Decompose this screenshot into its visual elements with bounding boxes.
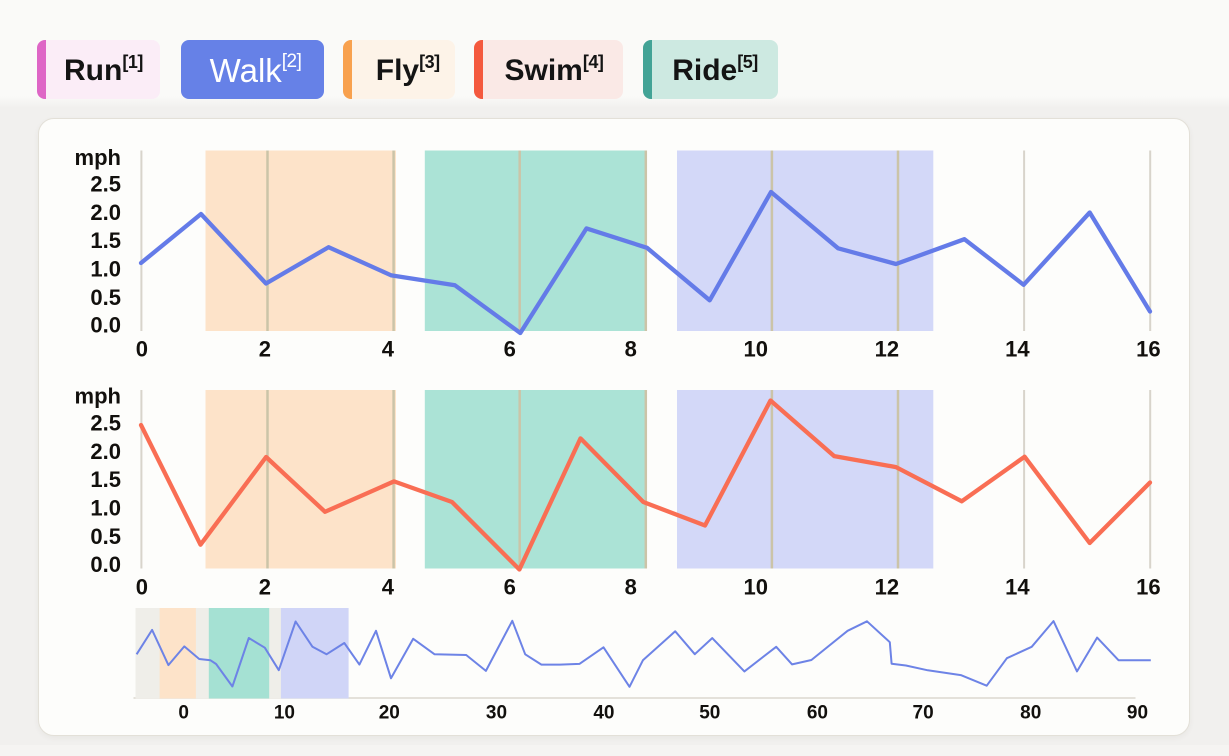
svg-text:2.0: 2.0: [90, 200, 121, 225]
svg-text:8: 8: [625, 575, 637, 600]
svg-text:12: 12: [875, 575, 899, 600]
svg-text:14: 14: [1005, 575, 1030, 600]
svg-text:16: 16: [1136, 575, 1160, 600]
svg-text:6: 6: [504, 575, 516, 600]
svg-text:2.0: 2.0: [90, 439, 121, 464]
svg-text:1.5: 1.5: [90, 467, 121, 492]
svg-text:mph: mph: [75, 384, 121, 409]
svg-text:0.5: 0.5: [90, 285, 121, 310]
svg-text:4: 4: [382, 337, 395, 362]
svg-text:0: 0: [178, 702, 189, 723]
svg-text:40: 40: [593, 702, 614, 723]
svg-text:6: 6: [504, 337, 516, 362]
svg-text:60: 60: [807, 702, 828, 723]
svg-text:70: 70: [913, 702, 934, 723]
svg-text:10: 10: [744, 337, 768, 362]
svg-text:12: 12: [875, 337, 899, 362]
svg-text:10: 10: [274, 702, 295, 723]
svg-text:2: 2: [259, 337, 271, 362]
svg-text:0: 0: [136, 575, 148, 600]
svg-text:16: 16: [1136, 337, 1160, 362]
svg-text:14: 14: [1005, 337, 1030, 362]
svg-text:mph: mph: [75, 145, 121, 170]
svg-text:4: 4: [382, 575, 395, 600]
svg-text:30: 30: [486, 702, 507, 723]
svg-text:10: 10: [744, 575, 768, 600]
svg-text:2: 2: [259, 575, 271, 600]
svg-text:0.0: 0.0: [90, 552, 121, 577]
svg-text:2.5: 2.5: [90, 411, 121, 436]
svg-text:0.0: 0.0: [90, 312, 121, 337]
svg-text:2.5: 2.5: [90, 171, 121, 196]
svg-text:1.0: 1.0: [90, 496, 121, 521]
svg-text:20: 20: [379, 702, 400, 723]
svg-text:50: 50: [699, 702, 720, 723]
svg-text:8: 8: [625, 337, 637, 362]
svg-text:80: 80: [1020, 702, 1041, 723]
svg-text:1.5: 1.5: [90, 228, 121, 253]
svg-text:0: 0: [136, 337, 148, 362]
svg-text:0.5: 0.5: [90, 524, 121, 549]
svg-text:1.0: 1.0: [90, 257, 121, 282]
svg-text:90: 90: [1127, 702, 1148, 723]
